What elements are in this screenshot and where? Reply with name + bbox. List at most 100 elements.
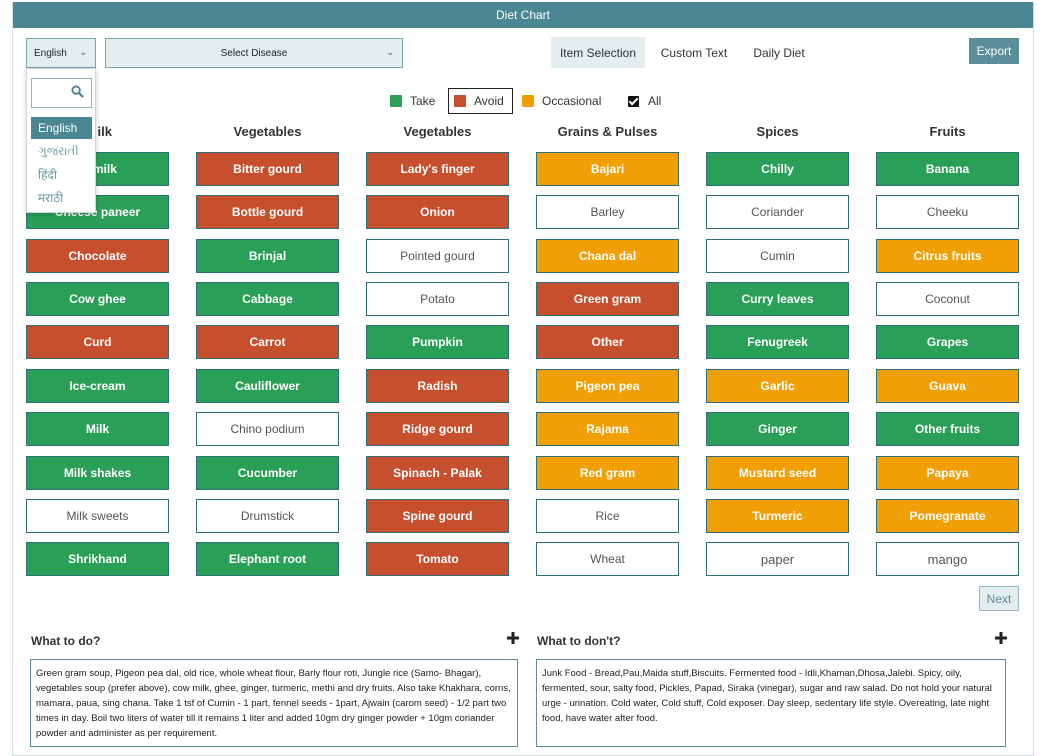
food-item[interactable]: Milk bbox=[26, 412, 169, 446]
food-item[interactable]: Chana dal bbox=[536, 239, 679, 273]
legend-avoid-label: Avoid bbox=[474, 94, 504, 108]
food-item[interactable]: Lady's finger bbox=[366, 152, 509, 186]
food-item[interactable]: Spine gourd bbox=[366, 499, 509, 533]
legend-avoid[interactable]: Avoid bbox=[448, 88, 513, 114]
dont-title: What to don't? bbox=[537, 634, 621, 648]
tab-daily-diet[interactable]: Daily Diet bbox=[753, 45, 805, 60]
food-item[interactable]: Red gram bbox=[536, 456, 679, 490]
food-item[interactable]: Fenugreek bbox=[706, 325, 849, 359]
legend-occasional[interactable]: Occasional bbox=[522, 88, 601, 114]
food-item[interactable]: Chocolate bbox=[26, 239, 169, 273]
food-item[interactable]: Bajari bbox=[536, 152, 679, 186]
food-item[interactable]: Cucumber bbox=[196, 456, 339, 490]
food-item[interactable]: Pointed gourd bbox=[366, 239, 509, 273]
food-item[interactable]: Other fruits bbox=[876, 412, 1019, 446]
food-item[interactable]: Bitter gourd bbox=[196, 152, 339, 186]
food-item[interactable]: Rajama bbox=[536, 412, 679, 446]
language-search-input[interactable] bbox=[31, 78, 92, 108]
food-item[interactable]: Ice-cream bbox=[26, 369, 169, 403]
disease-select[interactable]: Select Disease ⌄ bbox=[105, 38, 403, 68]
add-dont-icon[interactable] bbox=[994, 631, 1008, 645]
food-item[interactable]: Milk shakes bbox=[26, 456, 169, 490]
food-item[interactable]: Chino podium bbox=[196, 412, 339, 446]
column-header-grains-pulses: Grains & Pulses bbox=[557, 124, 658, 139]
column-header-spices: Spices bbox=[756, 124, 799, 139]
food-item[interactable]: Radish bbox=[366, 369, 509, 403]
food-item[interactable]: Spinach - Palak bbox=[366, 456, 509, 490]
chevron-down-icon: ⌄ bbox=[386, 47, 394, 57]
legend-take[interactable]: Take bbox=[390, 88, 435, 114]
food-item[interactable]: mango bbox=[876, 542, 1019, 576]
todo-textarea[interactable]: Green gram soup, Pigeon pea dal, old ric… bbox=[30, 659, 518, 747]
language-option-gujarati[interactable]: ગુજરાતી bbox=[38, 143, 79, 158]
food-item[interactable]: paper bbox=[706, 542, 849, 576]
language-dropdown: English ગુજરાતી हिंदी मराठी bbox=[26, 68, 96, 213]
food-item[interactable]: Grapes bbox=[876, 325, 1019, 359]
food-item[interactable]: Coriander bbox=[706, 195, 849, 229]
next-button[interactable]: Next bbox=[979, 586, 1019, 611]
food-item[interactable]: Onion bbox=[366, 195, 509, 229]
food-item[interactable]: Cabbage bbox=[196, 282, 339, 316]
food-item[interactable]: Potato bbox=[366, 282, 509, 316]
food-item[interactable]: Ginger bbox=[706, 412, 849, 446]
food-item[interactable]: Tomato bbox=[366, 542, 509, 576]
food-item[interactable]: Green gram bbox=[536, 282, 679, 316]
food-item[interactable]: Coconut bbox=[876, 282, 1019, 316]
language-option-hindi[interactable]: हिंदी bbox=[38, 167, 57, 182]
food-item[interactable]: Barley bbox=[536, 195, 679, 229]
food-item[interactable]: Banana bbox=[876, 152, 1019, 186]
food-item[interactable]: Curd bbox=[26, 325, 169, 359]
food-item[interactable]: Papaya bbox=[876, 456, 1019, 490]
food-item[interactable]: Pigeon pea bbox=[536, 369, 679, 403]
food-item[interactable]: Brinjal bbox=[196, 239, 339, 273]
food-item[interactable]: Elephant root bbox=[196, 542, 339, 576]
tab-item-selection[interactable]: Item Selection bbox=[551, 37, 645, 68]
title-bar: Diet Chart bbox=[12, 2, 1034, 28]
food-item[interactable]: Shrikhand bbox=[26, 542, 169, 576]
food-item[interactable]: Cheeku bbox=[876, 195, 1019, 229]
export-button[interactable]: Export bbox=[969, 38, 1019, 64]
food-item[interactable]: Carrot bbox=[196, 325, 339, 359]
food-item[interactable]: Citrus fruits bbox=[876, 239, 1019, 273]
search-icon bbox=[71, 85, 84, 98]
food-item[interactable]: Pumpkin bbox=[366, 325, 509, 359]
food-item[interactable]: Cauliflower bbox=[196, 369, 339, 403]
avoid-swatch bbox=[454, 95, 466, 107]
food-item[interactable]: Pomegranate bbox=[876, 499, 1019, 533]
food-item[interactable]: Curry leaves bbox=[706, 282, 849, 316]
food-item[interactable]: Cumin bbox=[706, 239, 849, 273]
disease-placeholder: Select Disease bbox=[220, 47, 288, 59]
column-header-vegetables-2: Vegetables bbox=[403, 124, 472, 139]
legend-all[interactable]: All bbox=[628, 88, 661, 114]
food-item[interactable]: Milk sweets bbox=[26, 499, 169, 533]
window-title: Diet Chart bbox=[495, 8, 551, 22]
language-option-marathi[interactable]: मराठी bbox=[38, 190, 64, 205]
food-item[interactable]: Bottle gourd bbox=[196, 195, 339, 229]
language-select[interactable]: English ⌄ bbox=[26, 38, 96, 68]
dont-textarea[interactable]: Junk Food - Bread,Pau,Maida stuff,Biscui… bbox=[536, 659, 1006, 747]
legend-all-label: All bbox=[648, 94, 662, 108]
checkbox-all[interactable] bbox=[628, 95, 639, 107]
language-selected: English bbox=[34, 47, 67, 59]
food-item[interactable]: Chilly bbox=[706, 152, 849, 186]
food-item[interactable]: Turmeric bbox=[706, 499, 849, 533]
chevron-down-icon: ⌄ bbox=[79, 47, 87, 57]
food-item[interactable]: Mustard seed bbox=[706, 456, 849, 490]
legend-occasional-label: Occasional bbox=[542, 94, 602, 108]
food-item[interactable]: Ridge gourd bbox=[366, 412, 509, 446]
tab-custom-text[interactable]: Custom Text bbox=[660, 45, 728, 60]
occasional-swatch bbox=[522, 95, 534, 107]
food-item[interactable]: Other bbox=[536, 325, 679, 359]
language-option-english[interactable]: English bbox=[31, 117, 92, 139]
add-todo-icon[interactable] bbox=[506, 631, 520, 645]
column-header-fruits: Fruits bbox=[929, 124, 966, 139]
food-item[interactable]: Garlic bbox=[706, 369, 849, 403]
legend-take-label: Take bbox=[410, 94, 436, 108]
take-swatch bbox=[390, 95, 402, 107]
food-item[interactable]: Cow ghee bbox=[26, 282, 169, 316]
food-item[interactable]: Drumstick bbox=[196, 499, 339, 533]
todo-title: What to do? bbox=[31, 634, 101, 648]
food-item[interactable]: Guava bbox=[876, 369, 1019, 403]
food-item[interactable]: Rice bbox=[536, 499, 679, 533]
food-item[interactable]: Wheat bbox=[536, 542, 679, 576]
